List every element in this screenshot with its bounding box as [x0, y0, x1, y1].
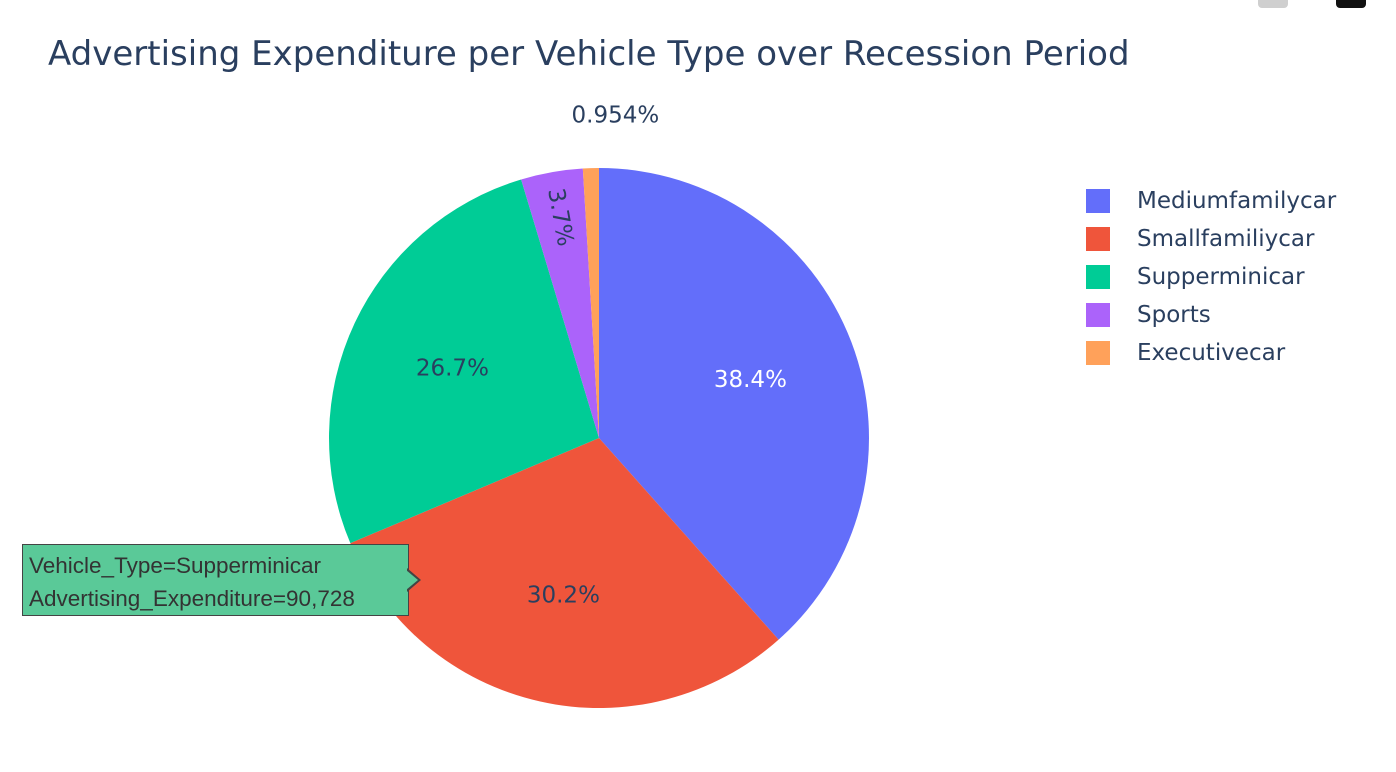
legend-swatch	[1086, 265, 1110, 289]
tooltip-line-vehicle-type: Vehicle_Type=Supperminicar	[29, 553, 322, 578]
camera-icon[interactable]	[1258, 0, 1288, 8]
legend-item-executivecar[interactable]: Executivecar	[1086, 334, 1336, 372]
legend-swatch	[1086, 341, 1110, 365]
pie-slice-supperminicar[interactable]	[328, 179, 599, 544]
legend-label: Executivecar	[1137, 340, 1286, 366]
slice-label-supperminicar: 26.7%	[416, 356, 489, 382]
legend-label: Sports	[1137, 302, 1211, 328]
legend-swatch	[1086, 303, 1110, 327]
slice-label-executivecar: 0.954%	[572, 103, 660, 129]
legend-item-sports[interactable]: Sports	[1086, 296, 1336, 334]
legend-swatch	[1086, 189, 1110, 213]
pie-slice-sports[interactable]	[521, 168, 599, 439]
pie-slice-executivecar[interactable]	[582, 168, 599, 438]
tooltip-line-expenditure: Advertising_Expenditure=90,728	[29, 586, 355, 611]
modebar[interactable]	[1258, 0, 1366, 10]
legend-item-smallfamiliycar[interactable]: Smallfamiliycar	[1086, 220, 1336, 258]
pie-slice-mediumfamilycar[interactable]	[599, 168, 869, 640]
slice-label-smallfamiliycar: 30.2%	[527, 583, 600, 609]
legend-item-supperminicar[interactable]: Supperminicar	[1086, 258, 1336, 296]
chart-title: Advertising Expenditure per Vehicle Type…	[48, 34, 1130, 74]
legend[interactable]: Mediumfamilycar Smallfamiliycar Suppermini…	[1086, 182, 1336, 372]
legend-swatch	[1086, 227, 1110, 251]
plotly-logo-icon[interactable]	[1336, 0, 1366, 8]
legend-item-mediumfamilycar[interactable]: Mediumfamilycar	[1086, 182, 1336, 220]
legend-label: Mediumfamilycar	[1137, 188, 1337, 214]
legend-label: Smallfamiliycar	[1137, 226, 1315, 252]
tooltip-pointer-fill	[406, 570, 418, 590]
pie-slice-smallfamiliycar[interactable]	[350, 438, 779, 708]
legend-label: Supperminicar	[1137, 264, 1305, 290]
hover-tooltip: Vehicle_Type=Supperminicar Advertising_E…	[22, 544, 409, 616]
slice-label-mediumfamilycar: 38.4%	[714, 367, 787, 393]
